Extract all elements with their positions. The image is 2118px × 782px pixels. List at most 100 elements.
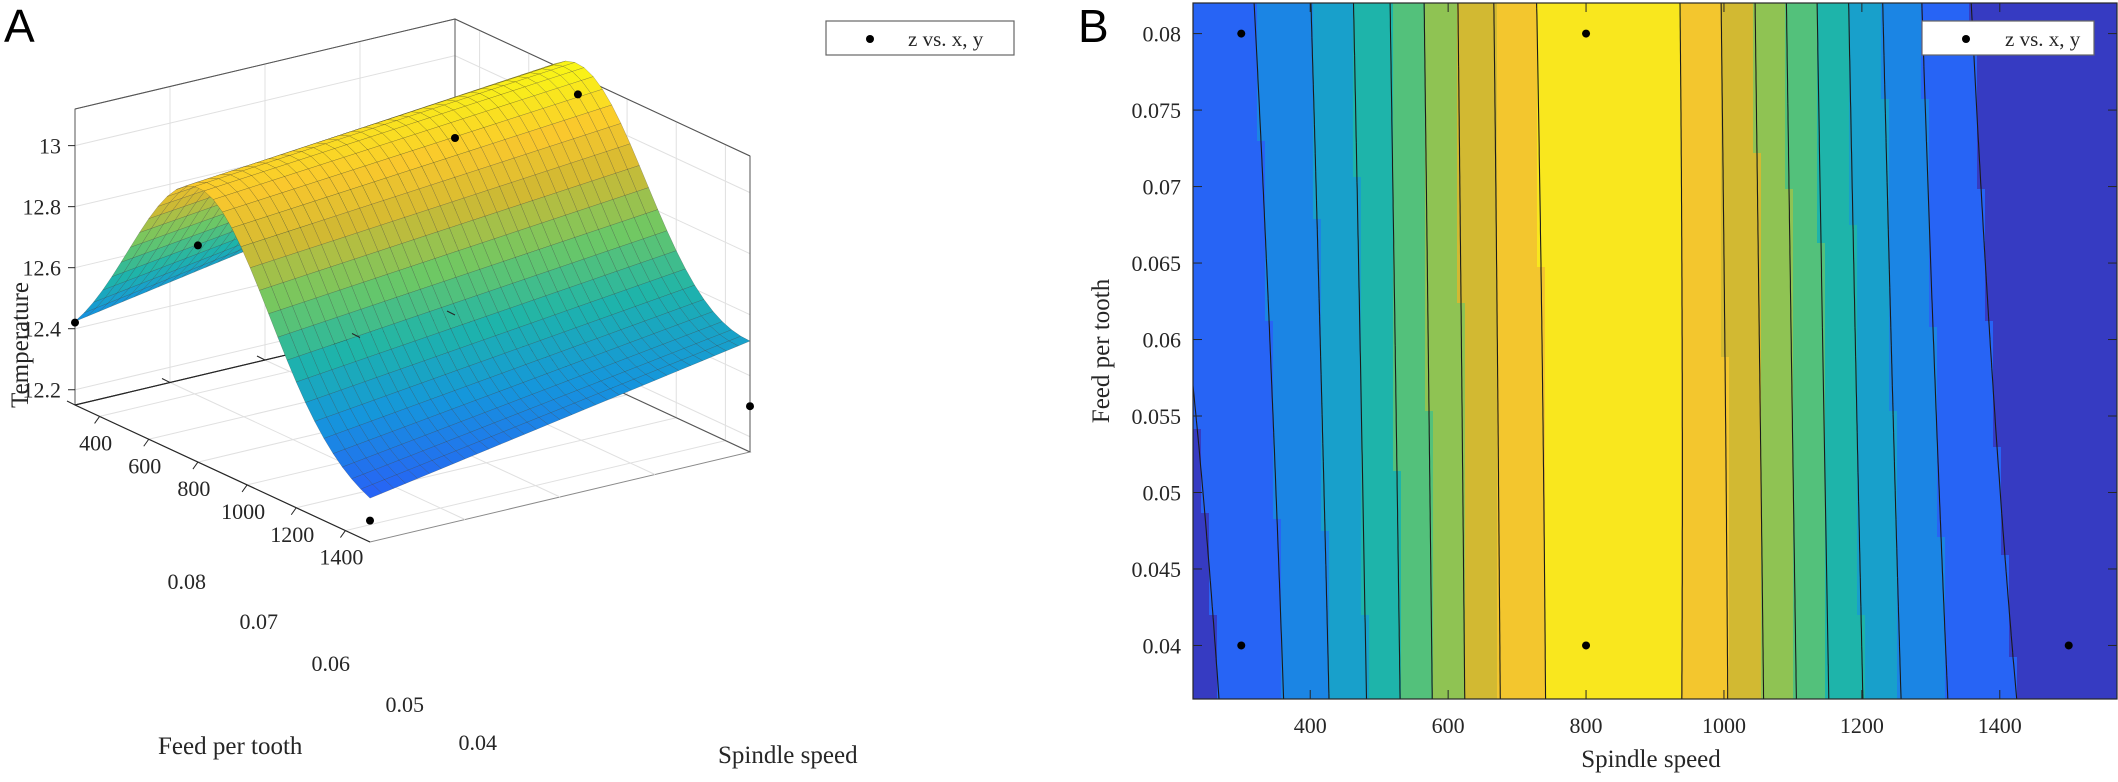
contour-cell [1337,549,1346,556]
contour-cell [1225,495,1234,502]
contour-cell [1313,615,1322,622]
contour-cell [1393,621,1402,628]
contour-cell [1201,171,1210,178]
contour-cell [1449,567,1458,574]
contour-cell [1401,105,1410,112]
contour-cell [1297,633,1306,640]
contour-cell [1193,495,1202,502]
contour-cell [1265,597,1274,604]
contour-cell [1401,249,1410,256]
contour-cell [1337,687,1346,694]
contour-cell [1409,69,1418,76]
contour-cell [1353,261,1362,268]
contour-cell [1225,9,1234,16]
contour-cell [1369,411,1378,418]
contour-cell [1281,189,1290,196]
contour-cell [1449,105,1458,112]
contour-cell [1193,171,1202,178]
contour-cell [1361,243,1370,250]
contour-cell [1409,663,1418,670]
contour-cell [1305,297,1314,304]
contour-cell [1305,195,1314,202]
contour-cell [1441,219,1450,226]
contour-cell [1337,465,1346,472]
contour-cell [1217,303,1226,310]
contour-cell [1417,249,1426,256]
contour-cell [1201,63,1210,70]
contour-cell [1361,375,1370,382]
contour-cell [1225,243,1234,250]
contour-cell [1233,99,1242,106]
contour-cell [1249,645,1258,652]
contour-cell [1449,51,1458,58]
contour-cell [1425,81,1434,88]
contour-cell [1425,585,1434,592]
contour-cell [1393,555,1402,562]
contour-cell [1337,207,1346,214]
contour-cell [1449,39,1458,46]
contour-cell [1281,231,1290,238]
contour-cell [1329,171,1338,178]
contour-cell [1297,189,1306,196]
contour-cell [1233,267,1242,274]
contour-cell [1249,435,1258,442]
contour-cell [1297,279,1306,286]
contour-cell [1249,3,1258,10]
contour-cell [1401,411,1410,418]
contour-cell [1385,675,1394,682]
contour-cell [1321,81,1330,88]
contour-cell [1273,147,1282,154]
contour-cell [1289,201,1298,208]
contour-cell [1257,171,1266,178]
contour-cell [1233,189,1242,196]
contour-cell [1457,225,1466,232]
contour-cell [1217,309,1226,316]
contour-cell [1369,261,1378,268]
contour-cell [1305,417,1314,424]
contour-cell [1289,567,1298,574]
contour-cell [1265,591,1274,598]
contour-cell [1273,249,1282,256]
contour-cell [1225,291,1234,298]
contour-cell [1273,225,1282,232]
contour-cell [1401,27,1410,34]
contour-cell [1313,201,1322,208]
contour-cell [1353,111,1362,118]
contour-cell [1225,387,1234,394]
contour-cell [1329,627,1338,634]
contour-cell [1281,333,1290,340]
contour-cell [1401,87,1410,94]
contour-cell [1457,189,1466,196]
contour-cell [1193,549,1202,556]
contour-cell [1425,111,1434,118]
contour-cell [1297,309,1306,316]
contour-cell [1353,531,1362,538]
contour-cell [1425,231,1434,238]
contour-cell [1425,495,1434,502]
contour-cell [1409,105,1418,112]
panel-a-legend: z vs. x, y [826,21,1014,55]
contour-cell [1209,273,1218,280]
contour-cell [1337,21,1346,28]
contour-cell [1297,609,1306,616]
contour-cell [1345,339,1354,346]
contour-cell [1249,423,1258,430]
contour-cell [1241,291,1250,298]
contour-cell [1369,525,1378,532]
contour-cell [1257,573,1266,580]
contour-cell [1441,675,1450,682]
contour-cell [1385,627,1394,634]
contour-cell [1377,303,1386,310]
contour-cell [1241,675,1250,682]
contour-cell [1353,537,1362,544]
contour-cell [1377,591,1386,598]
contour-cell [1361,561,1370,568]
contour-cell [1401,681,1410,688]
contour-cell [1425,9,1434,16]
contour-cell [1193,111,1202,118]
contour-cell [1417,291,1426,298]
contour-cell [1225,501,1234,508]
contour-cell [1409,687,1418,694]
contour-cell [1193,51,1202,58]
contour-cell [1265,585,1274,592]
